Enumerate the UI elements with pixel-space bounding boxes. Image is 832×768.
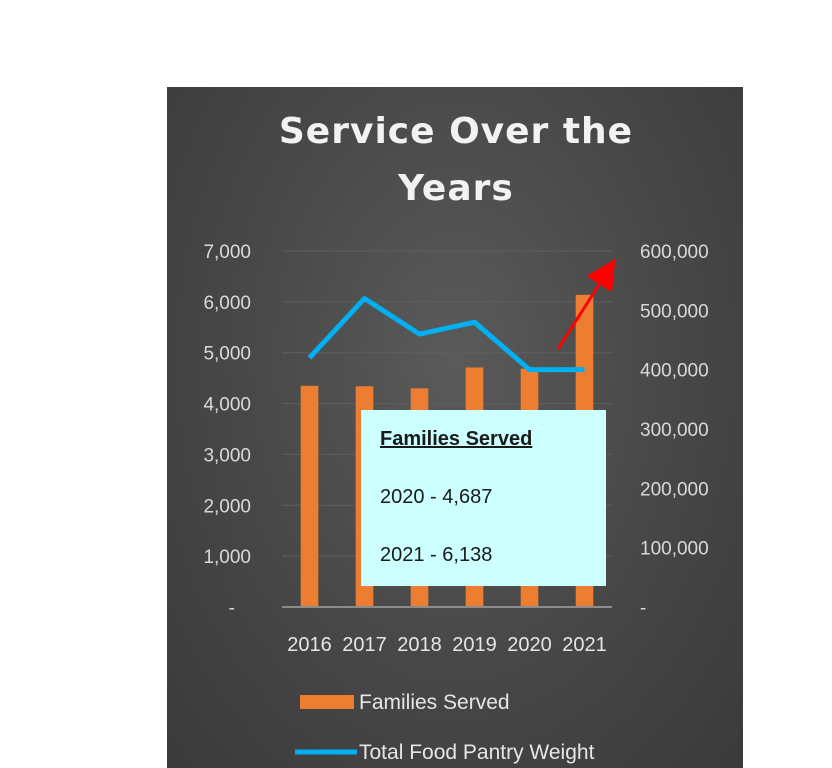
left-tick-3-000: 3,000 — [203, 445, 251, 466]
left-tick-2-000: 2,000 — [203, 496, 251, 517]
left-tick-4-000: 4,000 — [203, 395, 251, 416]
callout-background — [361, 410, 606, 586]
x-tick-2020: 2020 — [507, 634, 552, 656]
legend-swatch-families-served — [300, 695, 354, 709]
callout-title: Families Served — [380, 428, 532, 450]
chart-svg: Service Over the Years - 1,000 2,000 3,000 4… — [203, 111, 709, 764]
x-tick-2021: 2021 — [562, 634, 607, 656]
x-tick-2019: 2019 — [452, 634, 497, 656]
x-tick-2017: 2017 — [342, 634, 387, 656]
callout-line-2020: 2020 - 4,687 — [380, 486, 492, 508]
left-tick-zero: - — [229, 598, 235, 619]
bar-2016 — [300, 385, 319, 607]
left-tick-7-000: 7,000 — [203, 242, 251, 263]
right-tick-300-000: 300,000 — [640, 420, 709, 441]
right-tick-600-000: 600,000 — [640, 242, 709, 263]
left-axis-ticks: - 1,000 2,000 3,000 4,000 5,000 6,000 7,000 — [203, 242, 251, 619]
legend: Families Served Total Food Pantry Weight — [295, 691, 595, 764]
red-arrow-annotation — [556, 258, 616, 350]
x-axis-ticks: 2016 2017 2018 2019 2020 2021 — [287, 634, 607, 656]
right-tick-500-000: 500,000 — [640, 301, 709, 322]
x-tick-2016: 2016 — [287, 634, 332, 656]
left-tick-5-000: 5,000 — [203, 344, 251, 365]
right-tick-100-000: 100,000 — [640, 539, 709, 560]
right-tick-zero: - — [640, 598, 646, 619]
chart-panel: Service Over the Years - 1,000 2,000 3,000 4… — [167, 87, 743, 768]
callout-box: Families Served 2020 - 4,687 2021 - 6,13… — [361, 410, 606, 586]
left-tick-6-000: 6,000 — [203, 293, 251, 314]
callout-line-2021: 2021 - 6,138 — [380, 544, 492, 566]
legend-label-total-food-pantry-weight: Total Food Pantry Weight — [359, 741, 595, 764]
left-tick-1-000: 1,000 — [203, 547, 251, 568]
chart-title-line-2: Years — [397, 168, 514, 209]
right-axis-ticks: - 100,000 200,000 300,000 400,000 500,000 600,… — [640, 242, 709, 619]
x-tick-2018: 2018 — [397, 634, 442, 656]
legend-label-families-served: Families Served — [359, 691, 510, 714]
line-series-total-food-pantry-weight — [307, 295, 585, 373]
right-tick-400-000: 400,000 — [640, 361, 709, 382]
right-tick-200-000: 200,000 — [640, 479, 709, 500]
chart-title-line-1: Service Over the — [279, 111, 633, 152]
